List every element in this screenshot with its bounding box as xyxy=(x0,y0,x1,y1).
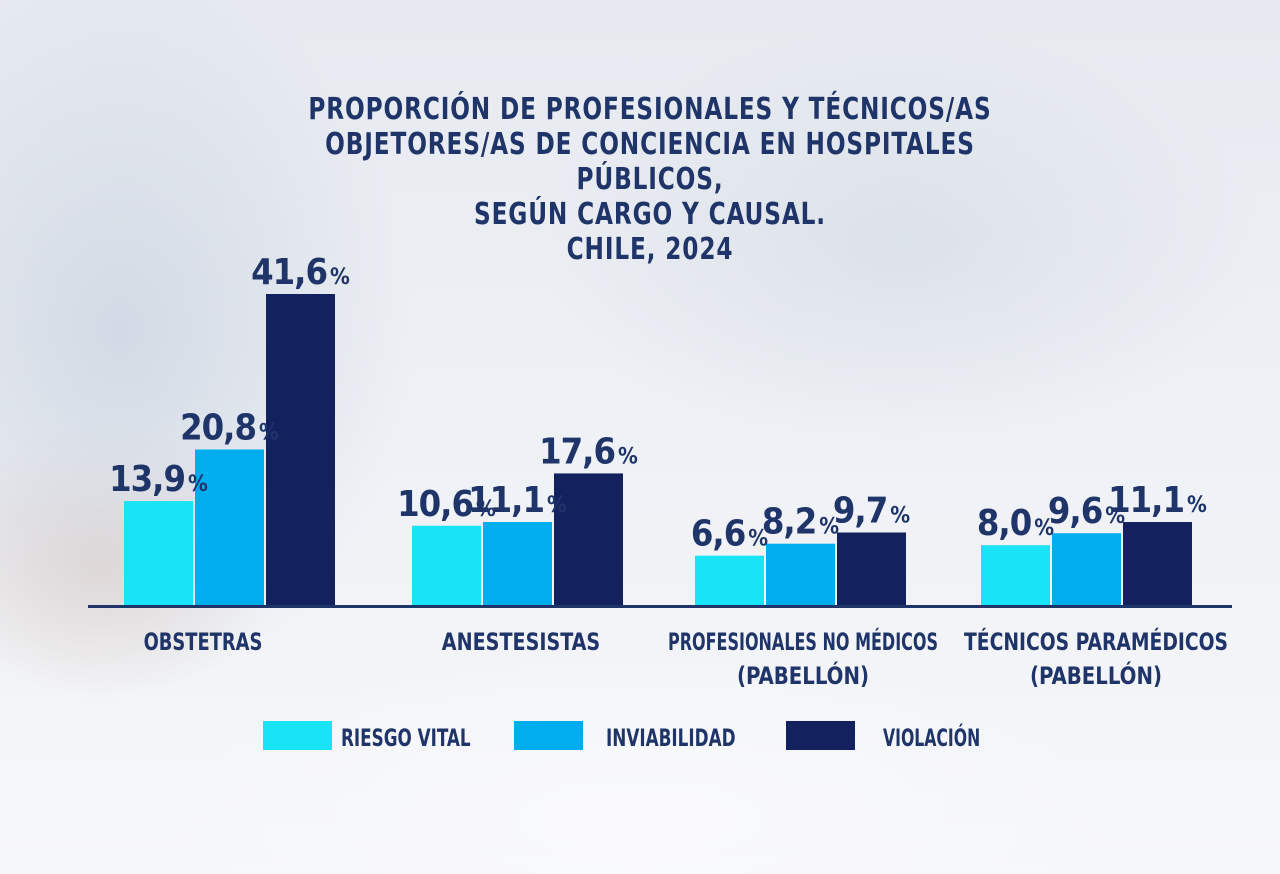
bar-inviabilidad-profesionales-no-medicos xyxy=(766,543,835,605)
bar-riesgo-vital-anestesistas xyxy=(412,525,481,605)
value-label-violacion-anestesistas: 17,6% xyxy=(539,431,638,472)
value-labels-group: 13,9 %20,8 %41,6 %10,6 %11,1 %17,6 %6,6 %8,2 %9,… xyxy=(109,252,1207,555)
category-labels-group: OBSTETRAS ANESTESISTAS PROFESIONALES NO MÉ… xyxy=(144,627,1228,690)
legend-label-inviabilidad: INVIABILIDAD xyxy=(606,724,736,752)
bar-violacion-profesionales-no-medicos xyxy=(837,532,906,605)
category-label-anestesistas: ANESTESISTAS xyxy=(442,628,600,656)
bars-group xyxy=(124,294,1192,605)
chart-title: PROPORCIÓN DE PROFESIONALES Y TÉCNICOS/A… xyxy=(263,92,1037,267)
legend-swatch-riesgo-vital xyxy=(263,721,332,750)
legend-swatch-violacion xyxy=(786,721,855,750)
bar-violacion-tecnicos-paramedicos xyxy=(1123,522,1192,605)
category-label-tecnicos-paramedicos-line-2: (PABELLÓN) xyxy=(1030,660,1162,690)
bar-inviabilidad-anestesistas xyxy=(483,522,552,605)
category-label-obstetras: OBSTETRAS xyxy=(144,628,263,656)
bar-violacion-obstetras xyxy=(266,294,335,605)
title-line-2: OBJETORES/AS DE CONCIENCIA EN HOSPITALES… xyxy=(325,127,975,197)
legend-label-violacion: VIOLACIÓN xyxy=(883,722,980,752)
bar-riesgo-vital-obstetras xyxy=(124,501,193,605)
category-label-profesionales-no-medicos: PROFESIONALES NO MÉDICOS xyxy=(668,627,938,656)
legend-label-riesgo-vital: RIESGO VITAL xyxy=(341,724,471,752)
value-label-inviabilidad-tecnicos-paramedicos: 9,6% xyxy=(1048,491,1125,532)
bar-riesgo-vital-tecnicos-paramedicos xyxy=(981,545,1050,605)
bar-inviabilidad-obstetras xyxy=(195,449,264,605)
value-label-violacion-obstetras: 41,6% xyxy=(251,252,350,293)
value-label-inviabilidad-anestesistas: 11,1% xyxy=(468,480,567,521)
value-label-inviabilidad-profesionales-no-medicos: 8,2% xyxy=(762,502,839,543)
value-label-riesgo-vital-anestesistas: 10,6% xyxy=(397,484,496,525)
category-label-profesionales-no-medicos-line-2: (PABELLÓN) xyxy=(737,660,869,690)
bar-inviabilidad-tecnicos-paramedicos xyxy=(1052,533,1121,605)
title-line-3: SEGÚN CARGO Y CAUSAL. xyxy=(474,197,826,232)
value-label-violacion-profesionales-no-medicos: 9,7% xyxy=(833,490,910,531)
bar-violacion-anestesistas xyxy=(554,473,623,605)
value-label-inviabilidad-obstetras: 20,8% xyxy=(180,408,279,449)
bar-riesgo-vital-profesionales-no-medicos xyxy=(695,555,764,605)
value-label-riesgo-vital-tecnicos-paramedicos: 8,0% xyxy=(977,503,1054,544)
category-label-tecnicos-paramedicos: TÉCNICOS PARAMÉDICOS xyxy=(964,627,1228,656)
value-label-riesgo-vital-obstetras: 13,9% xyxy=(109,459,208,500)
title-line-1: PROPORCIÓN DE PROFESIONALES Y TÉCNICOS/A… xyxy=(308,92,992,127)
title-line-4: CHILE, 2024 xyxy=(566,232,734,267)
value-label-violacion-tecnicos-paramedicos: 11,1% xyxy=(1108,480,1207,521)
legend: RIESGO VITAL INVIABILIDAD VIOLACIÓN xyxy=(263,721,980,752)
legend-swatch-inviabilidad xyxy=(514,721,583,750)
value-label-riesgo-vital-profesionales-no-medicos: 6,6% xyxy=(691,514,768,555)
